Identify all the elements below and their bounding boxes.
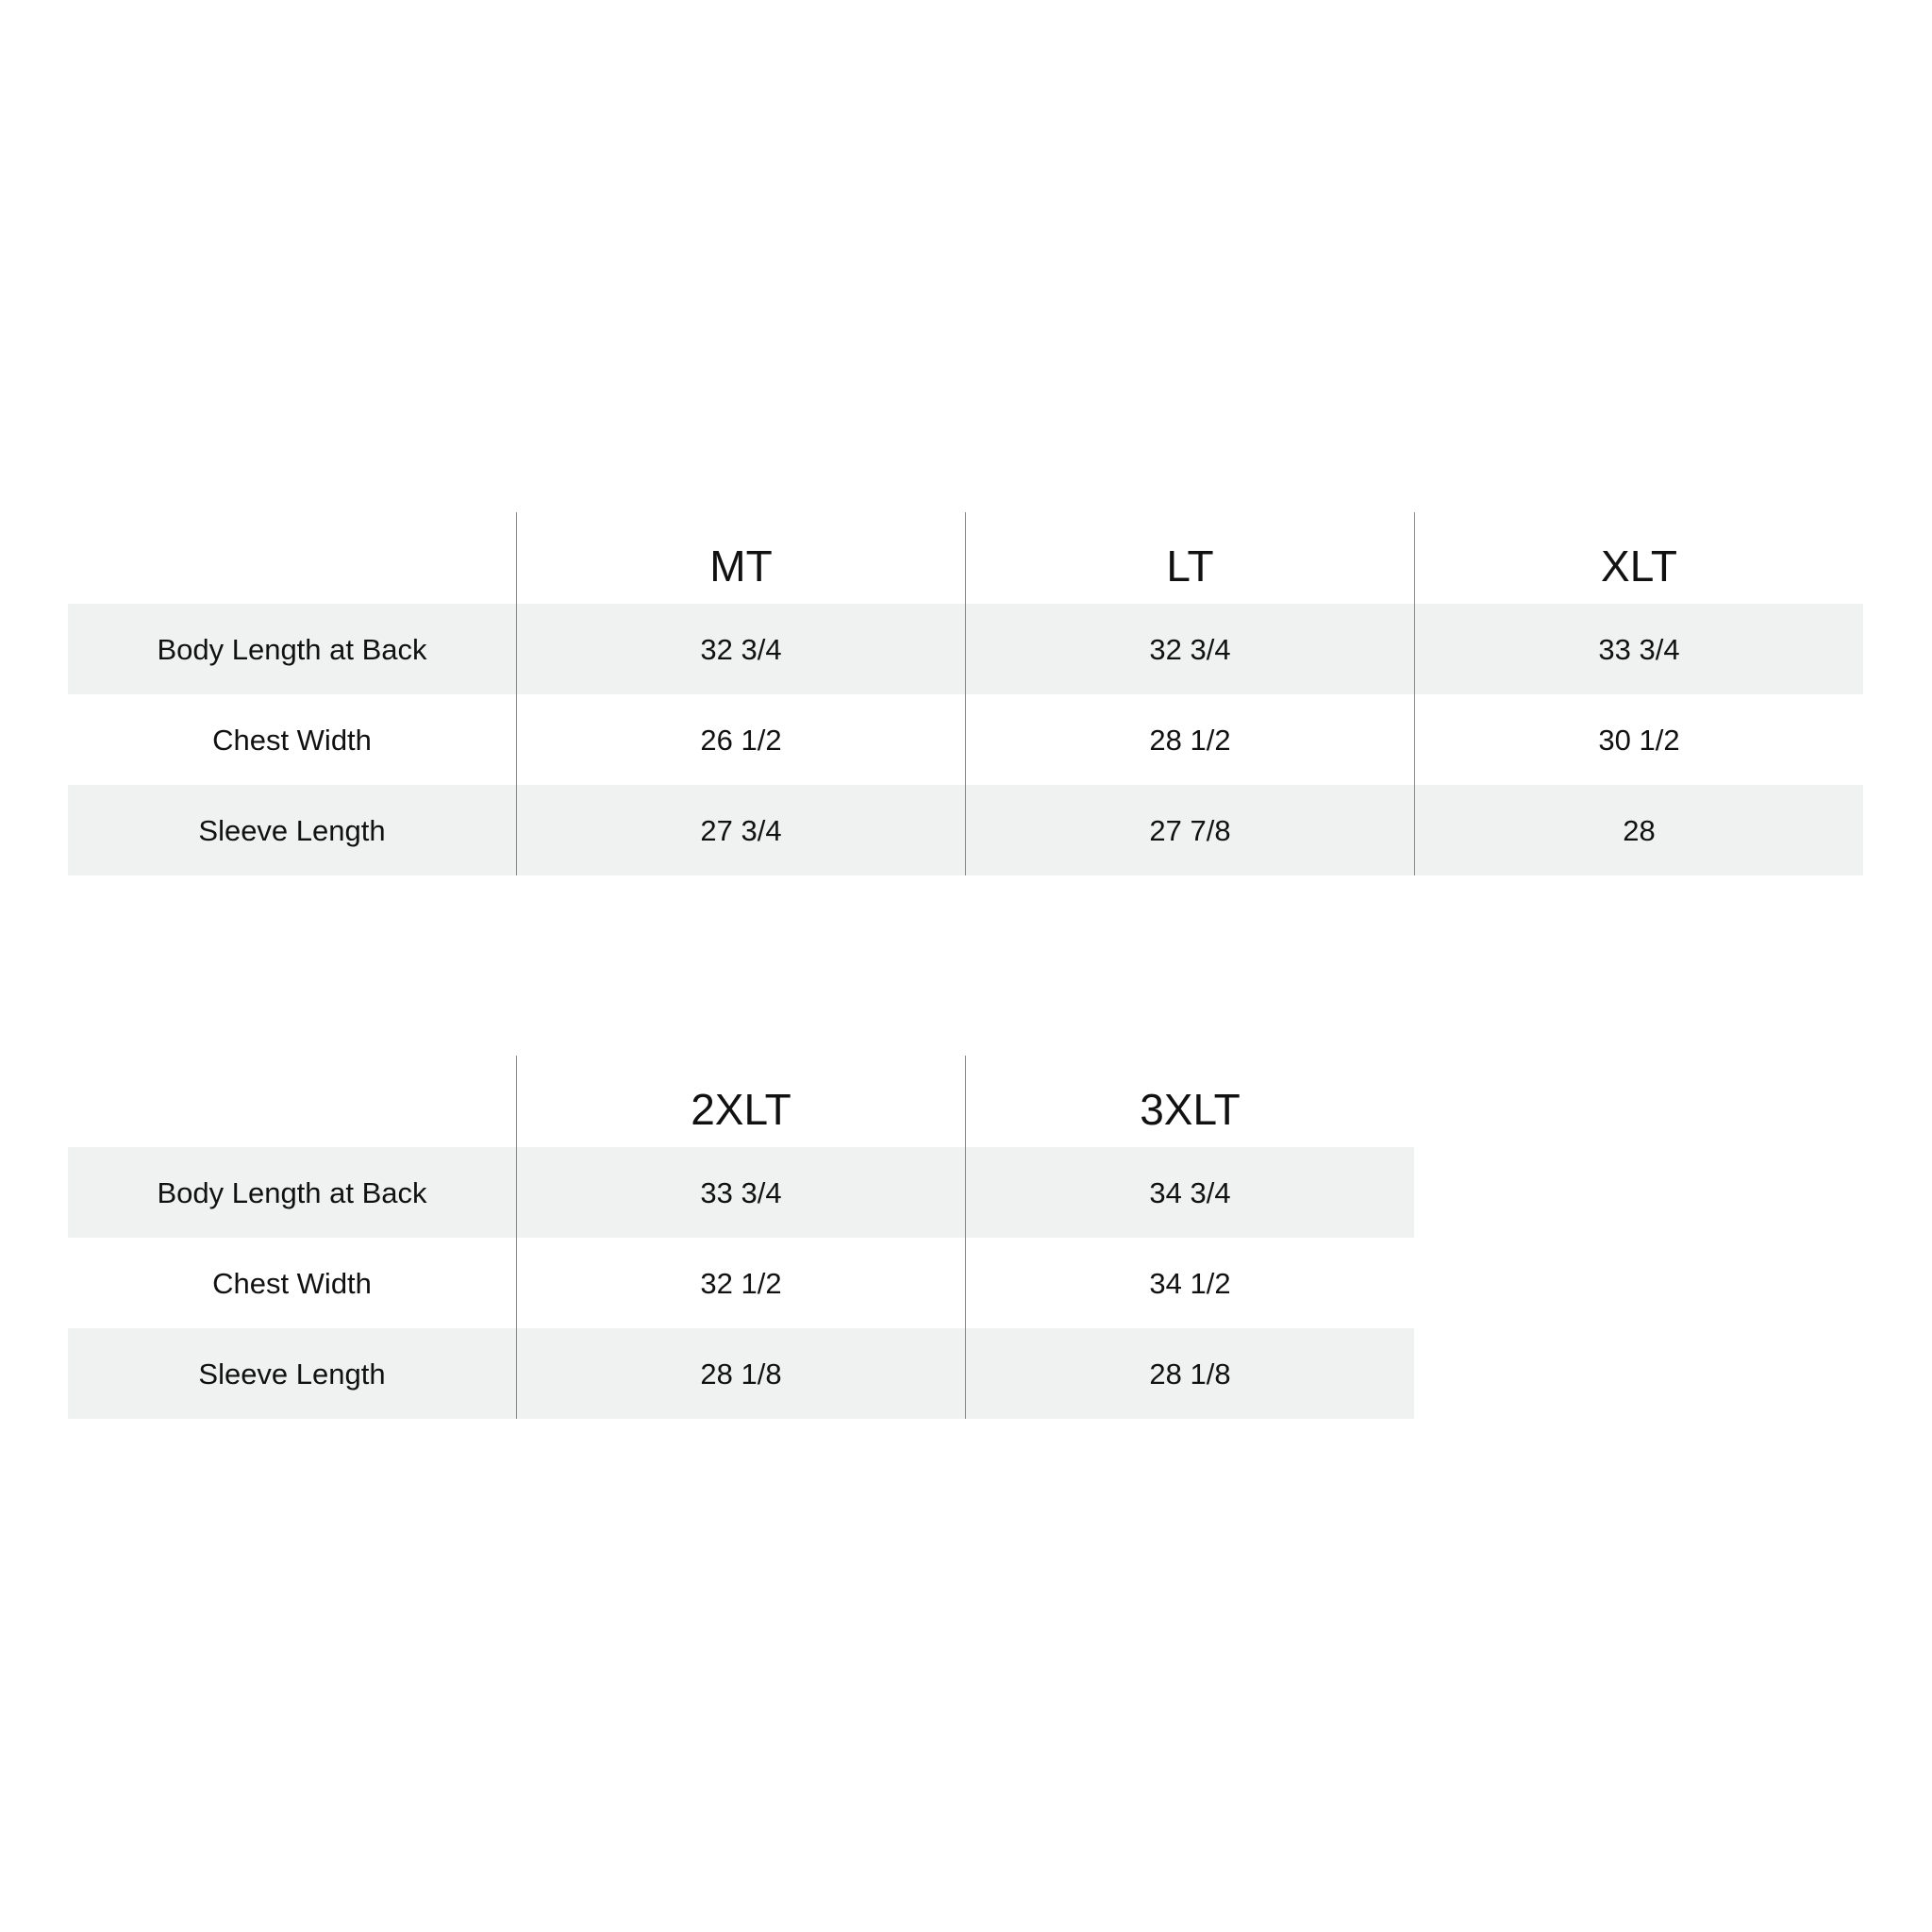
header-empty-cell [68, 512, 516, 604]
measurement-cell: 34 1/2 [965, 1238, 1414, 1328]
measurement-cell: 33 3/4 [1414, 604, 1863, 694]
row-label: Body Length at Back [157, 1176, 427, 1209]
measurement-cell: 28 [1414, 785, 1863, 875]
table-row: Sleeve Length 27 3/4 27 7/8 28 [68, 785, 1863, 875]
size-header: LT [965, 512, 1414, 604]
table-row: Sleeve Length 28 1/8 28 1/8 [68, 1328, 1414, 1419]
measurement-cell: 33 3/4 [516, 1147, 965, 1238]
table-row: Chest Width 26 1/2 28 1/2 30 1/2 [68, 694, 1863, 785]
size-header: 3XLT [965, 1056, 1414, 1147]
measurement-cell: 32 3/4 [516, 604, 965, 694]
table-row: Body Length at Back 33 3/4 34 3/4 [68, 1147, 1414, 1238]
header-empty-cell [68, 1056, 516, 1147]
row-label: Body Length at Back [157, 633, 427, 666]
row-label: Chest Width [212, 1267, 372, 1300]
measurement-cell: 27 3/4 [516, 785, 965, 875]
measurement-cell: 30 1/2 [1414, 694, 1863, 785]
header-row: MT LT XLT [68, 512, 1863, 604]
measurement-cell: 26 1/2 [516, 694, 965, 785]
size-chart-table-2: 2XLT 3XLT Body Length at Back 33 3/4 34 3/4 C… [68, 1056, 1414, 1419]
table-row: Chest Width 32 1/2 34 1/2 [68, 1238, 1414, 1328]
measurement-cell: 27 7/8 [965, 785, 1414, 875]
measurement-cell: 28 1/8 [965, 1328, 1414, 1419]
size-header: MT [516, 512, 965, 604]
row-label: Sleeve Length [198, 814, 386, 847]
measurement-cell: 28 1/8 [516, 1328, 965, 1419]
measurement-cell: 32 3/4 [965, 604, 1414, 694]
measurement-cell: 34 3/4 [965, 1147, 1414, 1238]
header-row: 2XLT 3XLT [68, 1056, 1414, 1147]
size-header: XLT [1414, 512, 1863, 604]
row-label: Sleeve Length [198, 1357, 386, 1391]
size-header: 2XLT [516, 1056, 965, 1147]
measurement-cell: 28 1/2 [965, 694, 1414, 785]
measurement-cell: 32 1/2 [516, 1238, 965, 1328]
row-label: Chest Width [212, 724, 372, 757]
table-row: Body Length at Back 32 3/4 32 3/4 33 3/4 [68, 604, 1863, 694]
size-chart-table-1: MT LT XLT Body Length at Back 32 3/4 32 3/4 33… [68, 512, 1863, 875]
